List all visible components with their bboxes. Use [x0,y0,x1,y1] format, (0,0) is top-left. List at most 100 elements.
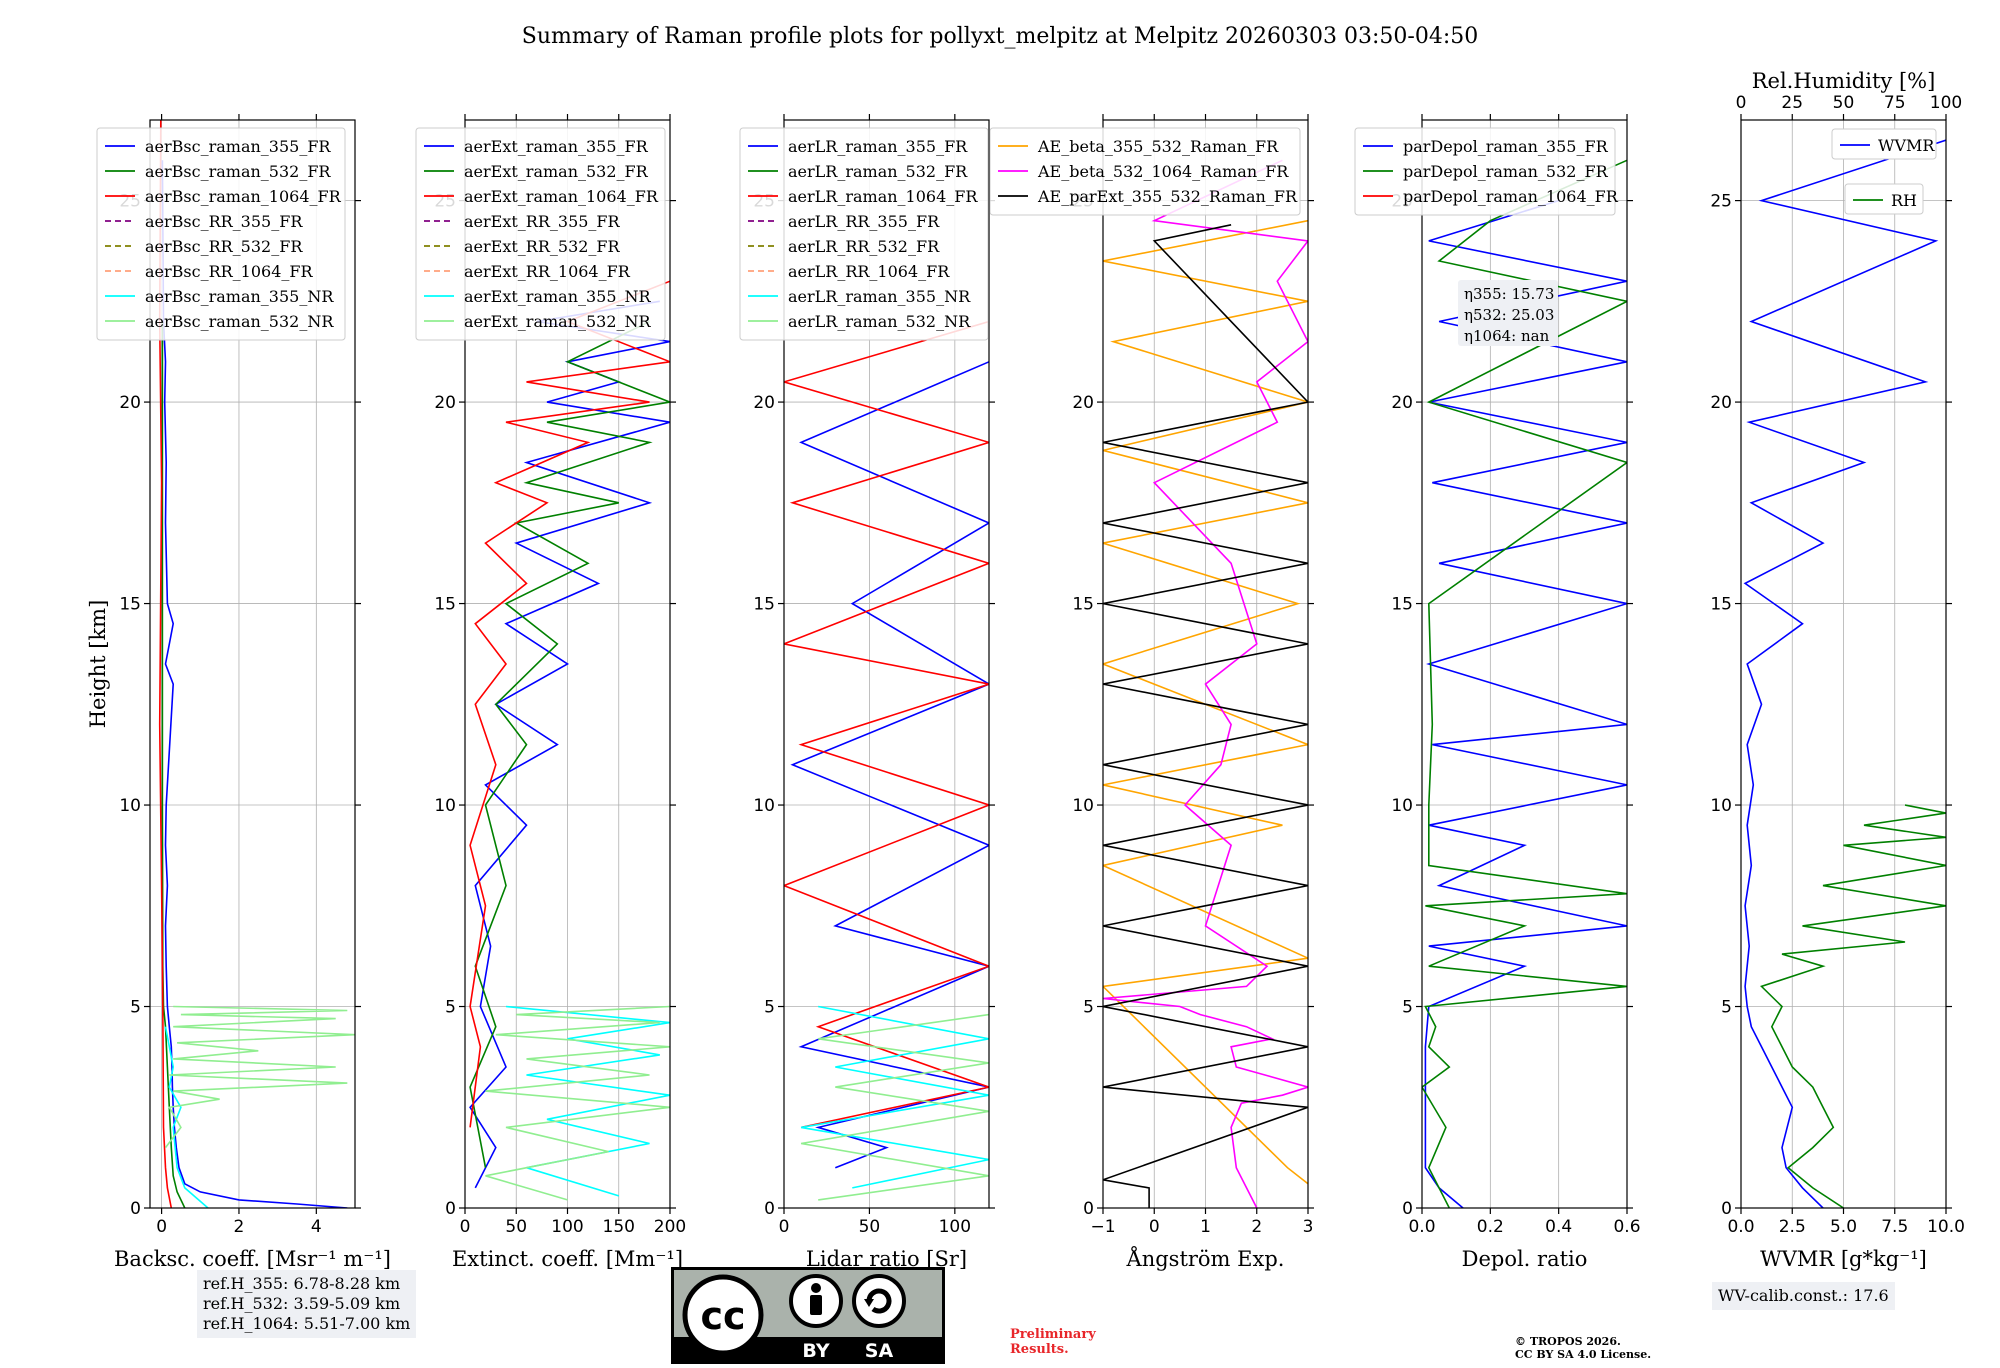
series-AE_beta_355_532_Raman_FR [1103,219,1308,1185]
x-tick-label: 150 [603,1217,635,1237]
x-tick-label: 50 [505,1217,527,1237]
legend-entry: aerLR_RR_1064_FR [788,262,950,281]
preliminary-line-2: Results. [1010,1342,1069,1357]
legend-entry: aerExt_raman_532_NR [464,312,652,331]
y-tick-label: 15 [753,595,775,615]
legend-entry: aerLR_RR_355_FR [788,212,940,231]
y-tick-label: 0 [1721,1199,1732,1219]
legend: aerExt_raman_355_FR aerExt_raman_532_FRae… [415,127,666,341]
legend-entry: AE_beta_355_532_Raman_FR [1037,137,1279,156]
y-tick-label: 0 [764,1199,775,1219]
x-tick-label: 100 [551,1217,583,1237]
legend-entry: aerExt_raman_532_FR [464,162,649,181]
y-tick-label: 10 [753,796,775,816]
legend-entry: aerLR_raman_532_FR [788,162,968,181]
y-tick-label: 15 [1710,595,1732,615]
sa-share-icon [852,1274,906,1328]
y-tick-label: 5 [764,998,775,1018]
by-label: BY [802,1340,829,1362]
legend-entry: aerExt_raman_355_FR [464,137,649,156]
legend-entry: aerBsc_raman_532_NR [145,312,334,331]
y-tick-label: 20 [434,393,456,413]
y-tick-label: 0 [445,1199,456,1219]
series-aerBsc_raman_1064_FR [158,120,173,1208]
x-axis-label: Extinct. coeff. [Mm⁻¹] [452,1247,683,1271]
y-tick-label: 0 [1083,1199,1094,1219]
copyright-line-2: CC BY SA 4.0 License. [1515,1348,1652,1361]
legend-entry: parDepol_raman_1064_FR [1403,187,1619,206]
y-tick-label: 10 [1391,796,1413,816]
copyright-note: © TROPOS 2026. CC BY SA 4.0 License. [1515,1335,1651,1361]
y-tick-label: 5 [1083,998,1094,1018]
legend-entry: aerBsc_raman_355_FR [145,137,331,156]
y-tick-label: 10 [119,796,141,816]
panel-wvmr_rh: 0 5 10 15 20 25 0.0 2.5 5.0 7.5 10.0 0 25 50 75 100 WVMR… [1710,69,1965,1271]
series-parDepol_raman_532_FR [1422,159,1627,1208]
y-tick-label: 10 [434,796,456,816]
y-axis-label: Height [km] [86,600,110,729]
ref-height-355: ref.H_355: 6.78-8.28 km [203,1274,401,1293]
top-x-tick-label: 50 [1833,93,1855,113]
legend-entry: aerLR_raman_355_NR [788,287,971,306]
legend-entry: aerLR_RR_532_FR [788,237,940,256]
x-tick-label: 0.4 [1545,1217,1572,1237]
x-tick-label: 2 [1251,1217,1262,1237]
top-x-axis-label: Rel.Humidity [%] [1752,69,1936,93]
y-tick-label: 5 [130,998,141,1018]
series-aerExt_raman_1064_FR [469,280,670,1128]
x-tick-label: 100 [939,1217,971,1237]
series-aerLR_raman_355_FR [790,361,989,1169]
y-tick-label: 5 [445,998,456,1018]
x-tick-label: 0.6 [1613,1217,1640,1237]
legend: AE_beta_355_532_Raman_FR AE_beta_532_1064… [989,127,1301,216]
y-tick-label: 10 [1710,796,1732,816]
x-tick-label: 5.0 [1830,1217,1857,1237]
panel-lidar_ratio: 0510152025050100Lidar ratio [Sr]aerLR_ra… [739,114,995,1271]
ref-height-532: ref.H_532: 3.59-5.09 km [203,1294,401,1313]
y-tick-label: 0 [1402,1199,1413,1219]
legend-entry: aerLR_raman_355_FR [788,137,968,156]
legend-entry: WVMR [1878,136,1935,155]
x-tick-label: 0.2 [1477,1217,1504,1237]
top-x-tick-label: 100 [1930,93,1962,113]
series-aerExt_raman_532_FR [469,320,670,1168]
legend-entry: parDepol_raman_532_FR [1403,162,1609,181]
x-tick-label: 7.5 [1881,1217,1908,1237]
series-parDepol_raman_355_FR [1424,199,1627,1208]
series-group [1743,139,1946,1208]
x-tick-label: 3 [1303,1217,1314,1237]
series-aerLR_raman_532_NR [800,1013,989,1201]
y-tick-label: 25 [1710,192,1732,212]
y-tick-label: 5 [1721,998,1732,1018]
wv-calibration-box: WV-calib.const.: 17.6 [1712,1282,1895,1310]
y-tick-label: 5 [1402,998,1413,1018]
y-tick-label: 15 [1391,595,1413,615]
x-axis-label: Ångström Exp. [1126,1246,1285,1271]
copyright-line-1: © TROPOS 2026. [1515,1335,1621,1348]
series-WVMR [1743,139,1946,1208]
ref-height-1064: ref.H_1064: 5.51-7.00 km [203,1314,411,1333]
cc-by-sa-license-badge: cc BY SA [671,1267,945,1364]
x-tick-label: 0 [1149,1217,1160,1237]
x-tick-label: 2.5 [1779,1217,1806,1237]
y-tick-label: 0 [130,1199,141,1219]
series-RH [1760,804,1946,1208]
legend-entry: aerExt_RR_1064_FR [464,262,631,281]
axes-frame [783,119,990,1209]
axes-frame [1421,119,1628,1209]
legend-entry: aerExt_raman_355_NR [464,287,652,306]
legend: aerLR_raman_355_FR aerLR_raman_532_FR aerL… [739,127,989,341]
series-group [469,280,670,1201]
top-x-tick-label: 0 [1736,93,1747,113]
legend-entry: parDepol_raman_355_FR [1403,137,1609,156]
x-tick-label: 0 [460,1217,471,1237]
sa-label: SA [865,1340,894,1362]
legend-entry: aerBsc_RR_355_FR [145,212,303,231]
legend-entry: aerBsc_RR_1064_FR [145,262,314,281]
y-tick-label: 20 [1072,393,1094,413]
cc-logo-text: cc [700,1294,745,1338]
axes-frame [149,119,356,1209]
depol-eta-annotation: η532: 25.03 [1464,306,1554,324]
series-group [1103,159,1308,1208]
